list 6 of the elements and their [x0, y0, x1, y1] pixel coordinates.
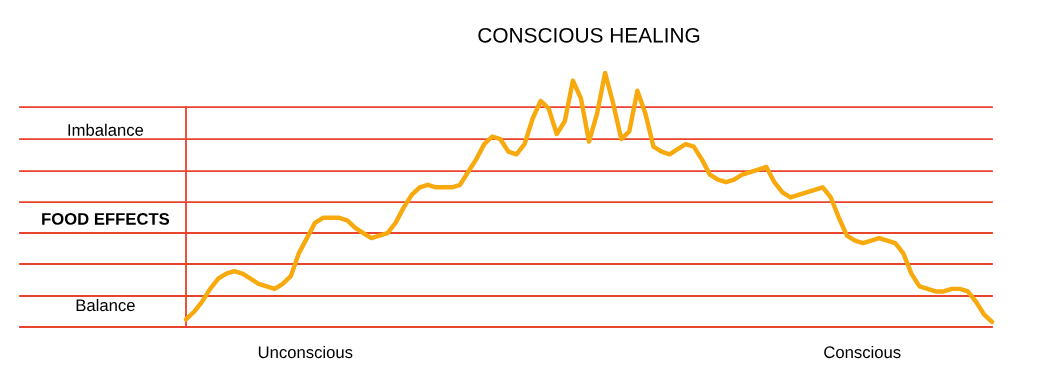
- text: Conscious: [824, 345, 901, 359]
- text: Unconscious: [258, 345, 353, 359]
- text: Balance: [76, 298, 135, 312]
- chart-title: CONSCIOUS HEALING: [478, 27, 700, 43]
- y-axis-title: FOOD EFFECTS: [42, 212, 170, 225]
- text: Imbalance: [68, 123, 144, 136]
